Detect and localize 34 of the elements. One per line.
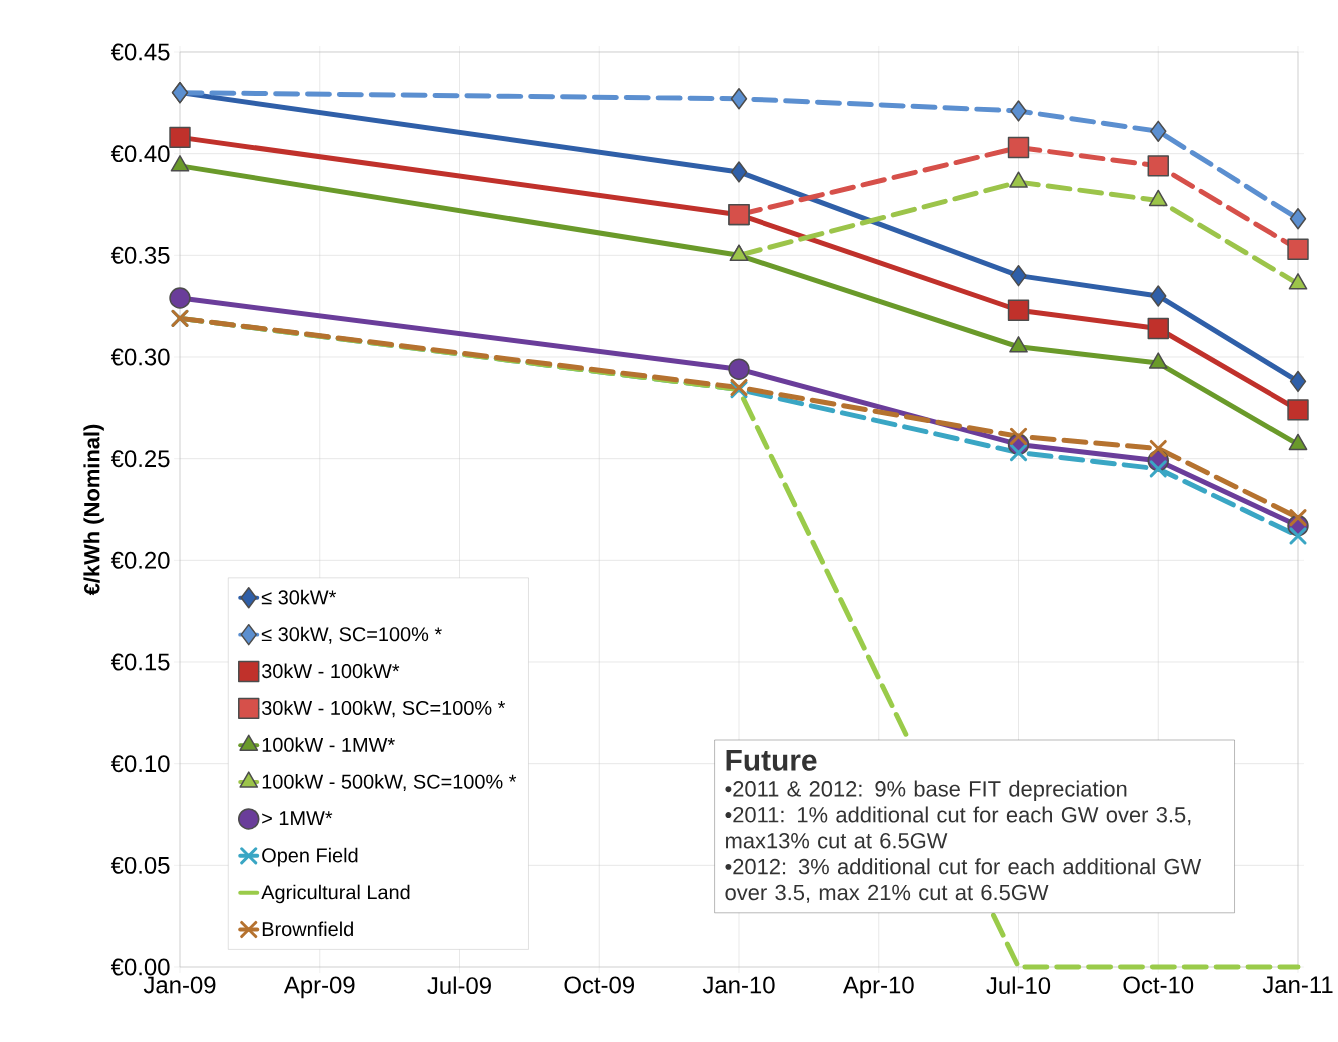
y-tick-label: €0.35: [110, 246, 170, 264]
y-tick-label: €0.25: [110, 450, 170, 468]
x-tick-label: Jul-10: [986, 976, 1051, 995]
legend-label: 100kW - 500kW, SC=100% *: [262, 774, 517, 792]
y-tick-label: €0.15: [110, 653, 170, 671]
legend-label: Brownfield: [262, 921, 353, 937]
annotation: Future: [726, 749, 817, 771]
x-tick-label: Jan-11: [1262, 976, 1333, 994]
legend-label: Agricultural Land: [261, 884, 410, 904]
x-tick-label: Jan-09: [143, 976, 216, 994]
legend-label: 30kW - 100kW*: [261, 663, 400, 679]
y-tick-label: €0.30: [110, 348, 170, 366]
legend-label: 100kW - 1MW*: [262, 737, 395, 752]
x-tick-label: Jul-09: [427, 976, 491, 995]
legend-label: ≤ 30kW, SC=100% *: [261, 626, 442, 644]
annotation: •2011 & 2012: 9% base FIT depreciation: [725, 780, 1127, 801]
x-tick-label: Oct-10: [1123, 976, 1194, 994]
y-tick-label: €0.40: [110, 145, 170, 163]
legend-label: ≤ 30kW*: [261, 589, 337, 605]
x-tick-label: Apr-10: [842, 976, 914, 999]
legend-label: 30kW - 100kW, SC=100% *: [261, 700, 506, 718]
annotation: •2011: 1% additional cut for each GW over 3.5, max13% cut at 6.5GW: [725, 806, 1191, 849]
x-tick-label: Jan-10: [702, 976, 775, 994]
legend-label: > 1MW*: [262, 811, 333, 826]
x-tick-label: Apr-09: [283, 976, 355, 999]
y-tick-label: €0.00: [110, 958, 170, 976]
annotation: •2012: 3% additional cut for each additional GW over 3.5, max 21% cut at 6.5GW: [725, 858, 1202, 903]
y-tick-label: €0.45: [110, 43, 170, 61]
y-tick-label: €0.05: [110, 856, 170, 874]
y-axis-title: €/kWh (Nominal): [83, 424, 104, 596]
legend-label: Open Field: [262, 847, 358, 867]
y-tick-label: €0.20: [110, 551, 170, 569]
x-tick-label: Oct-09: [564, 976, 634, 994]
y-tick-label: €0.10: [110, 755, 170, 773]
